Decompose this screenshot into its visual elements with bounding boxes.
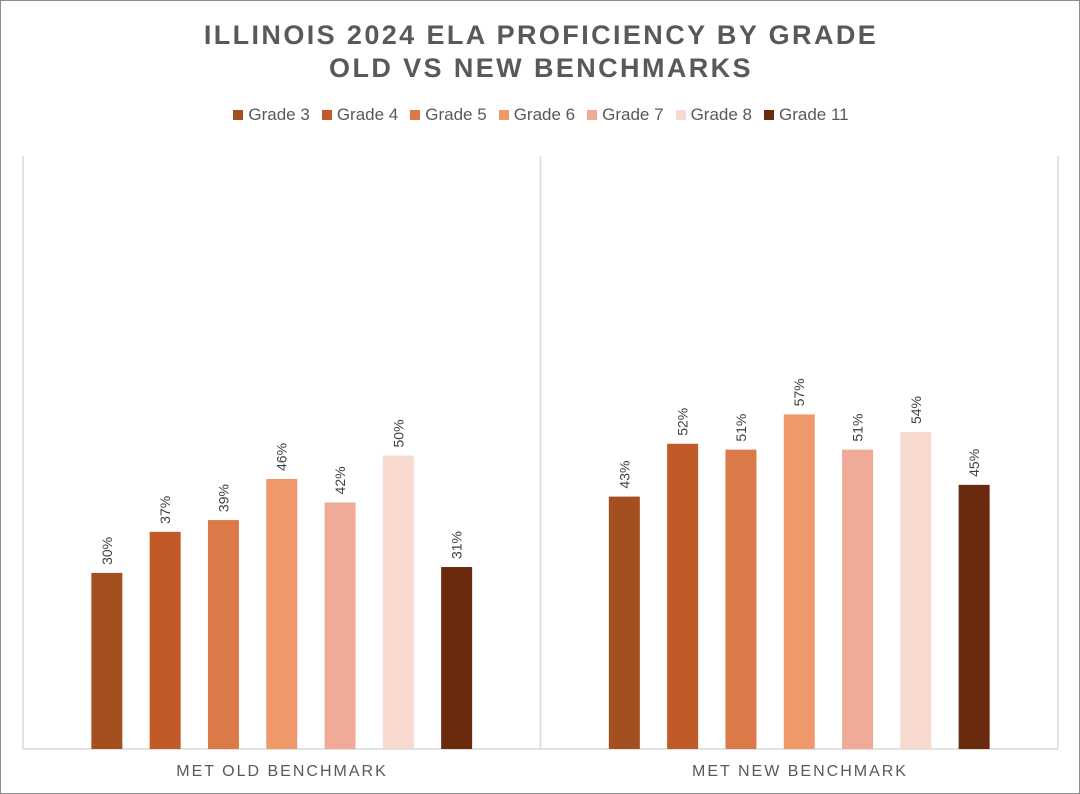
bar-grade-5-new — [725, 449, 757, 749]
legend-item-grade-11: Grade 11 — [764, 105, 849, 125]
data-label: 57% — [791, 378, 807, 406]
chart-title-line-2: OLD VS NEW BENCHMARKS — [329, 53, 753, 83]
legend-swatch — [764, 110, 774, 120]
data-label: 51% — [850, 414, 866, 442]
legend-swatch — [498, 110, 509, 120]
legend-swatch — [233, 110, 244, 120]
bar-grade-3-old — [91, 572, 123, 749]
bar-grade-3-new — [608, 496, 640, 749]
chart-legend: Grade 3 Grade 4 Grade 5 Grade 6 Grade 7 Grade… — [1, 105, 1080, 125]
legend-label: Grade 7 — [602, 105, 664, 124]
legend-label: Grade 6 — [513, 105, 576, 124]
bar-grade-11-old — [441, 567, 473, 749]
legend-item-grade-8: Grade 8 — [675, 105, 752, 125]
bar-grade-5-old — [207, 520, 239, 749]
category-label-new: MET NEW BENCHMARK — [692, 763, 908, 780]
bar-grade-6-new — [783, 414, 815, 749]
legend-label: Grade 4 — [336, 105, 399, 124]
legend-item-grade-6: Grade 6 — [498, 105, 576, 125]
legend-item-grade-4: Grade 4 — [321, 105, 399, 125]
data-label: 51% — [733, 414, 749, 442]
data-label: 42% — [332, 466, 348, 494]
legend-label: Grade 3 — [248, 105, 310, 124]
legend-swatch — [410, 110, 421, 120]
data-label: 45% — [966, 449, 982, 477]
legend-label: Grade 11 — [779, 105, 849, 124]
category-label-old: MET OLD BENCHMARK — [176, 763, 388, 780]
data-label: 46% — [274, 443, 290, 471]
legend-label: Grade 5 — [425, 105, 487, 124]
data-label: 50% — [390, 419, 406, 447]
data-label: 31% — [449, 531, 465, 559]
data-label: 52% — [675, 408, 691, 436]
data-label: 43% — [616, 461, 632, 489]
legend-swatch — [587, 110, 598, 120]
chart-title: ILLINOIS 2024 ELA PROFICIENCY BY GRADE O… — [1, 19, 1080, 85]
bar-grade-11-new — [958, 484, 990, 749]
legend-swatch — [321, 110, 332, 120]
chart-title-line-1: ILLINOIS 2024 ELA PROFICIENCY BY GRADE — [203, 20, 879, 50]
data-label: 30% — [99, 537, 115, 565]
data-label: 39% — [215, 484, 231, 512]
legend-item-grade-7: Grade 7 — [587, 105, 664, 125]
bar-grade-6-old — [266, 478, 298, 749]
data-label: 37% — [157, 496, 173, 524]
data-label: 54% — [908, 396, 924, 424]
legend-item-grade-3: Grade 3 — [233, 105, 310, 125]
bar-grade-7-new — [842, 449, 874, 749]
legend-swatch — [675, 110, 686, 120]
legend-item-grade-5: Grade 5 — [410, 105, 487, 125]
bar-grade-4-old — [149, 531, 181, 749]
bar-grade-7-old — [324, 502, 356, 749]
bar-grade-8-new — [900, 432, 932, 749]
bar-grade-8-old — [382, 455, 414, 749]
bar-grade-4-new — [667, 443, 699, 749]
legend-label: Grade 8 — [690, 105, 752, 124]
